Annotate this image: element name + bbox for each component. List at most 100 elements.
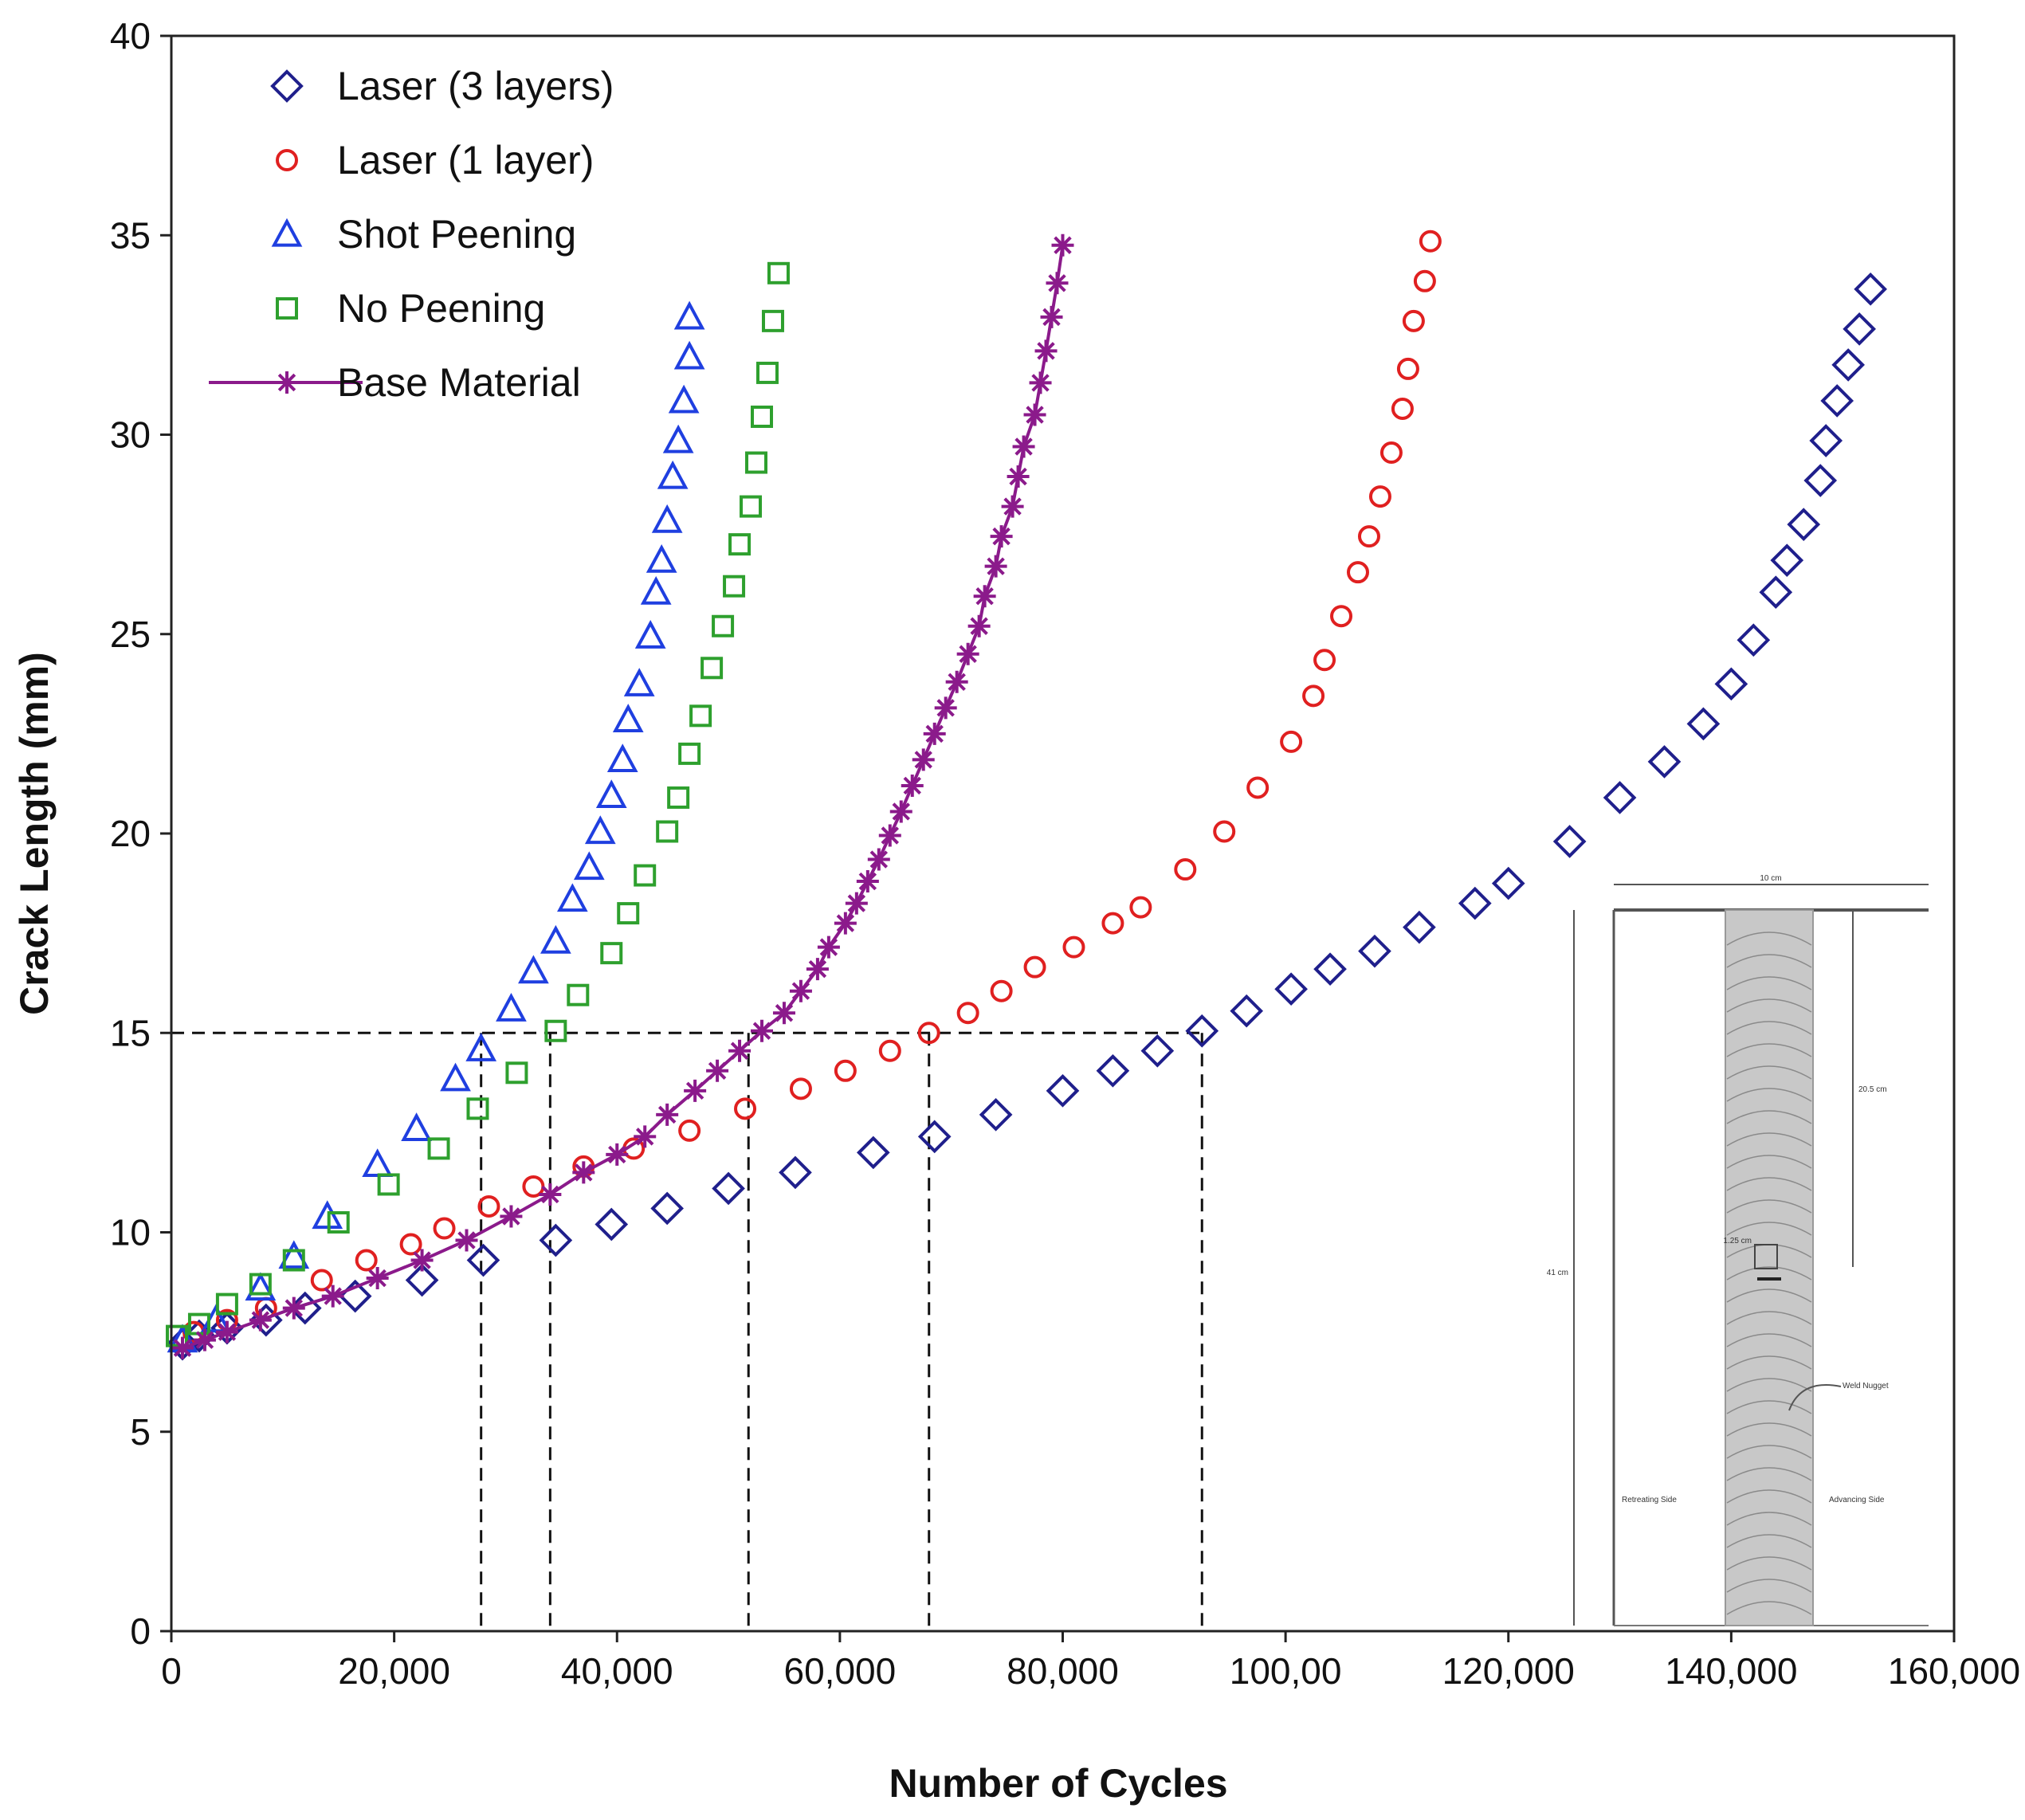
data-point [646, 543, 677, 573]
series-base-material [171, 233, 1074, 1359]
weld-ripple [1726, 1512, 1812, 1526]
data-point [745, 451, 768, 474]
data-point [1770, 543, 1804, 577]
weld-ripple [1726, 1088, 1812, 1102]
legend-marker [276, 371, 298, 394]
inset-label: Weld Nugget [1843, 1382, 1889, 1390]
data-point [789, 979, 812, 1002]
data-point [1129, 896, 1152, 919]
weld-ripple [1726, 1266, 1812, 1281]
data-point [956, 1002, 979, 1025]
data-point [662, 424, 694, 453]
data-point [496, 993, 527, 1022]
y-axis-title: Crack Length (mm) [12, 652, 57, 1015]
data-point [1007, 465, 1030, 488]
data-point [834, 912, 857, 935]
legend-marker [270, 69, 304, 103]
data-point [310, 1269, 333, 1292]
data-point [934, 696, 957, 720]
y-tick-label: 15 [110, 1012, 151, 1053]
data-point [405, 1263, 439, 1297]
data-point [617, 902, 640, 925]
inset-label: 10 cm [1760, 874, 1781, 883]
crack-notch [1754, 1244, 1778, 1269]
legend-label: Base Material [337, 360, 581, 405]
data-point [806, 958, 829, 981]
data-point [401, 1112, 432, 1141]
y-tick-label: 5 [130, 1411, 151, 1453]
data-point [1046, 1073, 1080, 1108]
y-tick-label: 0 [130, 1610, 151, 1652]
data-point [399, 1233, 422, 1256]
data-point [667, 786, 690, 809]
series-layer [165, 229, 1887, 1361]
data-point [249, 1273, 272, 1296]
x-tick-label: 100,00 [1230, 1650, 1342, 1692]
weld-ripple [1726, 1065, 1812, 1080]
data-point [1379, 441, 1403, 465]
data-point [967, 614, 991, 637]
series-shot-peening [167, 300, 705, 1353]
data-point [845, 892, 868, 915]
weld-ripple [1726, 1132, 1812, 1147]
data-point [1391, 397, 1414, 420]
weld-ripple [1726, 1579, 1812, 1593]
data-point [193, 1328, 216, 1351]
data-point [1854, 272, 1887, 306]
weld-ripple [1726, 1378, 1812, 1392]
data-point [1230, 994, 1264, 1028]
data-point [1051, 233, 1074, 257]
weld-ripple [1726, 1601, 1812, 1615]
data-point [539, 1183, 562, 1206]
legend-label: Laser (3 layers) [337, 64, 614, 108]
data-point [540, 924, 571, 954]
data-point [755, 361, 779, 384]
data-point [1402, 309, 1425, 332]
data-point [518, 955, 549, 984]
series-laser-1-layer [182, 229, 1442, 1343]
data-point [556, 883, 588, 912]
x-tick-label: 0 [161, 1650, 182, 1692]
data-point [734, 1097, 757, 1120]
data-point [465, 1033, 497, 1061]
data-point [984, 555, 1007, 578]
data-point [171, 1336, 194, 1359]
data-point [673, 300, 705, 330]
weld-ripple [1726, 1199, 1812, 1214]
data-point [595, 779, 627, 809]
data-point [215, 1292, 238, 1316]
x-tick-label: 120,000 [1442, 1650, 1575, 1692]
axes: 0 20,000 40,000 60,000 80,000 100,00 120,000 14… [110, 15, 2020, 1692]
data-point [878, 1039, 901, 1062]
data-point [282, 1296, 305, 1320]
data-point [1403, 910, 1436, 944]
data-point [1413, 269, 1436, 292]
data-point [856, 1136, 890, 1170]
data-point [1174, 858, 1197, 881]
data-point [327, 1210, 350, 1234]
data-point [634, 864, 657, 887]
data-point [1396, 357, 1419, 380]
data-point [917, 1120, 952, 1154]
data-point [1023, 955, 1046, 979]
legend-label: Laser (1 layer) [337, 138, 594, 182]
data-point [1185, 1014, 1219, 1048]
weld-ripple [1726, 1222, 1812, 1236]
inset-label: Retreating Side [1622, 1496, 1677, 1504]
data-point [1012, 435, 1035, 458]
weld-ripple [1726, 1534, 1812, 1548]
data-point [1246, 776, 1270, 799]
data-point [1714, 667, 1748, 701]
data-point [1274, 972, 1308, 1006]
data-point [595, 1207, 629, 1241]
data-point [728, 533, 752, 556]
data-point [1280, 730, 1303, 753]
data-point [165, 1324, 188, 1347]
data-point [1096, 1053, 1130, 1088]
weld-ripple [1726, 954, 1812, 968]
data-point [1358, 934, 1391, 968]
y-tick-label: 35 [110, 214, 151, 256]
data-point [1419, 229, 1442, 253]
data-point [1552, 825, 1587, 858]
